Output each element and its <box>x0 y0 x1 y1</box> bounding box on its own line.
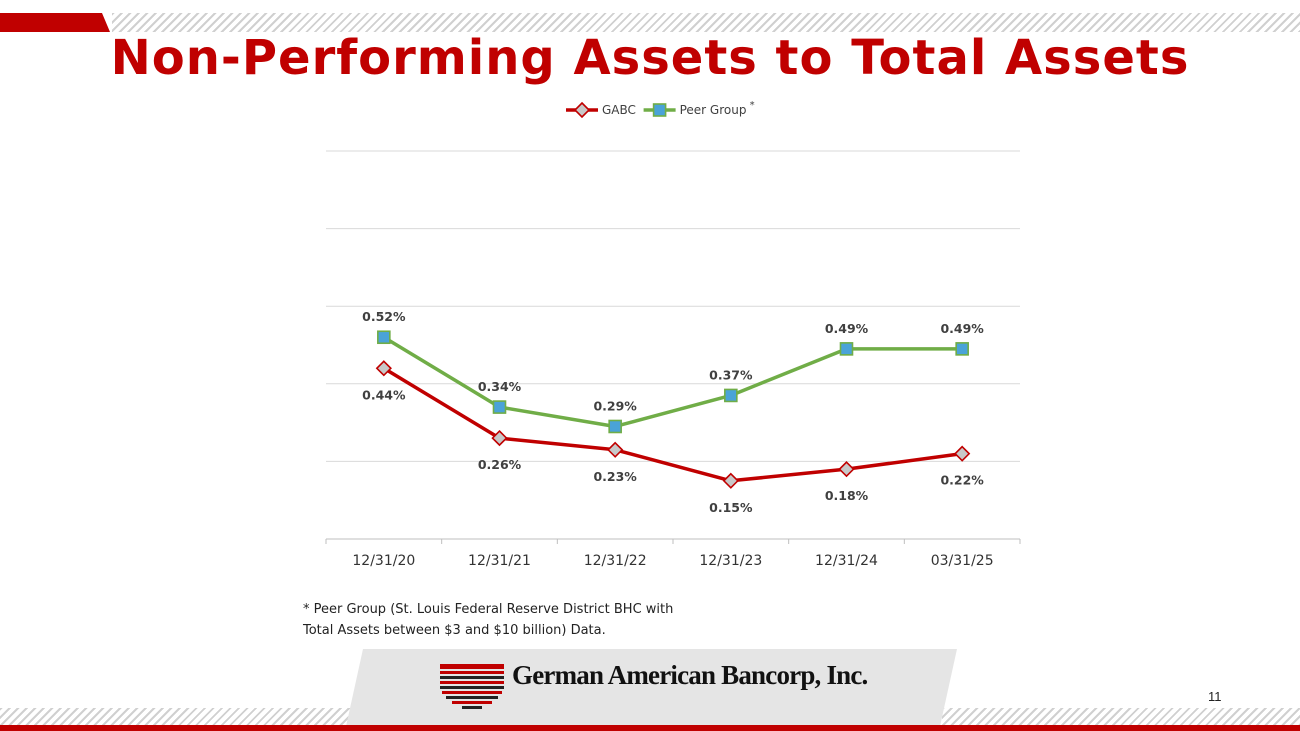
legend-gabc-marker <box>573 101 591 119</box>
footer-hatch-left <box>0 708 350 725</box>
gabc-data-label: 0.26% <box>478 457 522 472</box>
x-tick-label: 12/31/20 <box>352 553 415 569</box>
x-tick-label: 12/31/24 <box>815 553 878 569</box>
header-hatch-band <box>112 13 1300 32</box>
gabc-point-marker <box>491 429 508 447</box>
chart-legend: GABC Peer Group * <box>566 100 755 119</box>
chart-series-lines <box>382 335 963 483</box>
x-tick-label: 12/31/23 <box>699 553 762 569</box>
page-number: 11 <box>1208 689 1222 704</box>
legend-gabc-label: GABC <box>602 103 636 117</box>
legend-peer-group-asterisk: * <box>750 100 755 111</box>
legend-peer-group-marker <box>652 103 667 117</box>
chart-data-labels: 0.44% 0.26% 0.23% 0.15% 0.18% 0.22% 0.52% 0.34%… <box>362 309 984 515</box>
peer-group-data-label: 0.37% <box>709 367 753 382</box>
chart-x-axis: 12/31/20 12/31/21 12/31/22 12/31/23 12/31/24… <box>325 538 1021 569</box>
gabc-point-marker <box>838 461 855 478</box>
company-name: German American Bancorp, Inc. <box>512 660 868 690</box>
footer-hatch-right <box>942 708 1300 725</box>
peer-group-point-marker <box>377 330 391 345</box>
footnote: * Peer Group (St. Louis Federal Reserve … <box>303 602 674 638</box>
x-tick-label: 03/31/25 <box>931 553 994 569</box>
gabc-point-marker <box>375 360 392 377</box>
gabc-data-label: 0.18% <box>825 488 869 503</box>
chart-gridlines <box>326 150 1020 462</box>
legend-peer-group-label: Peer Group <box>680 103 747 117</box>
gabc-data-label: 0.23% <box>593 469 637 484</box>
header-red-tab <box>0 13 110 32</box>
peer-group-data-label: 0.29% <box>593 398 637 413</box>
gabc-data-label: 0.22% <box>940 473 984 488</box>
company-logo-icon <box>440 664 504 709</box>
peer-group-data-label: 0.52% <box>362 309 406 324</box>
x-tick-label: 12/31/22 <box>584 553 647 569</box>
peer-group-data-label: 0.49% <box>825 321 869 336</box>
peer-group-data-label: 0.49% <box>940 321 984 336</box>
gabc-series-line <box>382 366 963 483</box>
peer-group-point-marker <box>839 342 854 356</box>
gabc-point-marker <box>954 445 971 462</box>
gabc-point-marker <box>607 441 624 458</box>
page-title: Non-Performing Assets to Total Assets <box>110 30 1190 86</box>
footer-red-bar <box>0 725 1300 731</box>
gabc-point-marker <box>722 472 739 489</box>
gabc-data-label: 0.15% <box>709 500 753 515</box>
peer-group-point-marker <box>955 342 969 356</box>
x-tick-label: 12/31/21 <box>468 553 531 569</box>
peer-group-point-marker <box>724 388 738 403</box>
chart-markers <box>375 330 971 489</box>
logo-panel <box>345 649 957 731</box>
peer-group-point-marker <box>492 400 507 414</box>
peer-group-point-marker <box>608 419 622 434</box>
peer-group-series-line <box>382 335 963 429</box>
gabc-data-label: 0.44% <box>362 387 406 402</box>
peer-group-data-label: 0.34% <box>478 379 522 394</box>
